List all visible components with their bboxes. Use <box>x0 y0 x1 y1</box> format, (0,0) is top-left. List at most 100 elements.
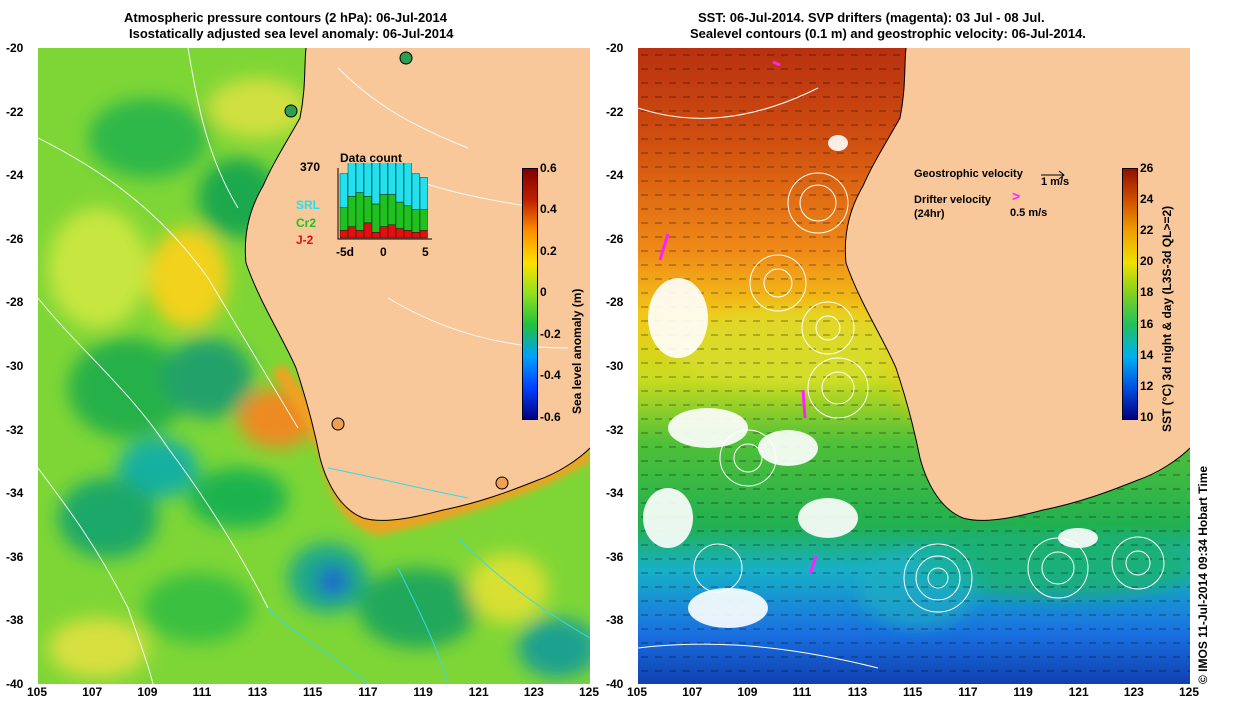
inset-bar <box>363 196 372 224</box>
inset-bar <box>379 226 388 239</box>
inset-axes <box>337 168 432 240</box>
geo-velocity-arrow <box>1041 170 1065 180</box>
inset-bar <box>363 163 372 197</box>
drifter-tracks <box>658 60 818 575</box>
sla-cb-tick: 0 <box>540 285 547 299</box>
legend-j2: J-2 <box>296 233 314 247</box>
inset-data-count-chart <box>337 163 432 240</box>
sea-level-map[interactable]: 370 Data count -5d 0 5 SRL Cr2 J-2 0.6 0… <box>38 48 590 684</box>
inset-bar <box>403 163 412 207</box>
inset-bar <box>403 205 412 231</box>
x-tick-label: 111 <box>792 685 812 699</box>
sst-map[interactable]: Geostrophic velocity 1 m/s Drifter veloc… <box>638 48 1190 684</box>
tide-gauge-marker[interactable] <box>495 476 509 490</box>
inset-bar <box>355 192 364 231</box>
y-tick-label: -32 <box>6 422 24 437</box>
x-tick-label: 109 <box>137 685 158 699</box>
inset-bar <box>347 226 356 239</box>
right-title-line1: SST: 06-Jul-2014. SVP drifters (magenta)… <box>698 10 1045 25</box>
y-tick-label: -20 <box>6 41 24 55</box>
x-tick-label: 123 <box>523 685 544 699</box>
y-tick-label: -30 <box>606 359 624 373</box>
geo-velocity-label: Geostrophic velocity <box>914 168 1023 180</box>
inset-bar <box>371 163 380 205</box>
x-tick-label: 113 <box>247 685 268 699</box>
y-tick-label: -32 <box>606 422 624 437</box>
inset-bar <box>419 209 428 231</box>
left-title-line1: Atmospheric pressure contours (2 hPa): 0… <box>124 10 447 25</box>
y-tick-label: -26 <box>606 231 624 246</box>
left-title-line2: Isostatically adjusted sea level anomaly… <box>129 26 454 41</box>
australia-land <box>845 48 1190 521</box>
x-tick-label: 117 <box>358 685 378 699</box>
inset-bar <box>347 196 356 227</box>
inset-bar <box>395 228 404 239</box>
y-tick-label: -34 <box>606 486 624 501</box>
cyan-contours <box>267 467 590 684</box>
y-tick-label: -24 <box>6 168 24 183</box>
x-tick-label: 107 <box>682 685 703 699</box>
inset-xtick-right: 5 <box>422 245 429 259</box>
australia-land <box>245 48 590 521</box>
inset-bar <box>395 201 404 229</box>
inset-bar <box>339 207 348 231</box>
inset-bar <box>355 230 364 239</box>
x-tick-label: 119 <box>413 685 433 699</box>
inset-max-label: 370 <box>300 160 321 174</box>
y-tick-label: -36 <box>6 549 24 564</box>
inset-bar <box>403 230 412 239</box>
x-tick-label: 117 <box>958 685 978 699</box>
inset-bar <box>379 163 388 195</box>
inset-xtick-left: -5d <box>336 245 354 259</box>
y-tick-label: -34 <box>6 486 24 501</box>
sealevel-contours <box>638 87 1165 669</box>
coastline <box>244 48 590 521</box>
tide-gauge-marker[interactable] <box>399 51 413 65</box>
y-tick-label: -40 <box>606 677 624 691</box>
sst-cb-tick: 16 <box>1140 317 1154 331</box>
y-tick-label: -38 <box>606 613 624 628</box>
sst-cb-tick: 22 <box>1140 223 1154 237</box>
inset-bar <box>339 230 348 239</box>
sla-cb-tick: -0.2 <box>540 327 561 341</box>
inset-bar <box>411 173 420 210</box>
x-tick-label: 123 <box>1123 685 1144 699</box>
geo-velocity-scale: 1 m/s <box>1041 176 1070 188</box>
inset-bar <box>387 224 396 239</box>
x-tick-label: 119 <box>1013 685 1033 699</box>
inset-bar <box>411 209 420 233</box>
y-tick-label: -22 <box>606 104 624 119</box>
sla-colorbar-label: Sea level anomaly (m) <box>570 288 584 414</box>
x-tick-label: 115 <box>303 685 323 699</box>
sst-cb-tick: 14 <box>1140 348 1154 362</box>
pressure-contours <box>38 48 569 684</box>
inset-bar <box>387 163 396 195</box>
x-tick-label: 113 <box>847 685 868 699</box>
imos-credit: © IMOS 11-Jul-2014 09:34 Hobart Time <box>1196 465 1210 684</box>
sst-cb-tick: 18 <box>1140 285 1154 299</box>
legend-cr2: Cr2 <box>296 216 317 230</box>
x-tick-label: 121 <box>1068 685 1089 699</box>
inset-bar <box>395 163 404 203</box>
x-tick-label: 121 <box>468 685 489 699</box>
y-tick-label: -20 <box>606 41 624 55</box>
inset-bar <box>411 232 420 239</box>
x-tick-label: 105 <box>27 685 48 699</box>
x-tick-label: 115 <box>903 685 923 699</box>
inset-bar <box>347 163 356 197</box>
tide-gauge-marker[interactable] <box>284 104 298 118</box>
tide-gauge-marker[interactable] <box>331 417 345 431</box>
inset-bar <box>339 173 348 208</box>
inset-xtick-mid: 0 <box>380 245 387 259</box>
inset-bar <box>371 203 380 233</box>
sst-cb-tick: 20 <box>1140 254 1154 268</box>
sst-cb-tick: 24 <box>1140 192 1154 206</box>
inset-bar <box>379 194 388 227</box>
legend-srl: SRL <box>296 198 320 212</box>
inset-bar <box>419 230 428 239</box>
coastline <box>844 48 1190 521</box>
x-tick-label: 125 <box>579 685 600 699</box>
sea-level-map-svg <box>38 48 590 684</box>
y-tick-label: -26 <box>6 231 24 246</box>
sst-cb-tick: 10 <box>1140 410 1154 424</box>
